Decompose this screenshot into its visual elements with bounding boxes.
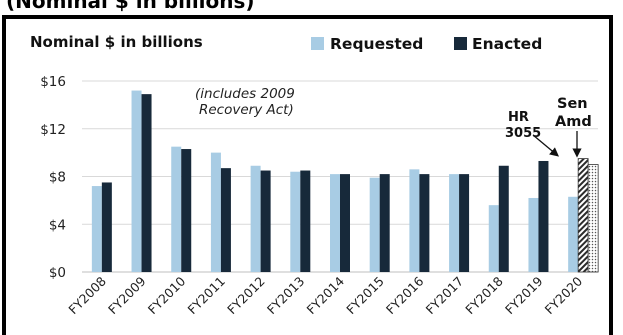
- y-tick-label: $12: [40, 122, 66, 138]
- bar-requested: [290, 171, 301, 272]
- x-tick-label: FY2011: [184, 274, 228, 318]
- sen-amd-label-line1: Sen: [557, 96, 588, 112]
- legend-label-enacted: Enacted: [472, 35, 542, 53]
- bar-enacted: [538, 160, 549, 272]
- recovery-note-line2: Recovery Act): [199, 102, 294, 118]
- header-partial-label: (Nominal $ in billions): [6, 0, 255, 13]
- x-tick-label: FY2019: [502, 273, 546, 317]
- x-tick-label: FY2020: [542, 273, 586, 317]
- bar-enacted: [101, 182, 112, 272]
- recovery-act-note: (includes 2009 Recovery Act): [195, 86, 295, 118]
- bar-enacted: [340, 174, 350, 272]
- bar-requested: [369, 177, 380, 272]
- hr3055-arrow: [532, 134, 559, 157]
- hr3055-label-line1: HR: [508, 110, 529, 125]
- bar-requested: [210, 152, 221, 272]
- hr3055-annotation: HR 3055: [505, 110, 559, 157]
- x-tick-label: FY2013: [264, 274, 308, 318]
- bar-requested: [171, 146, 182, 272]
- bar-enacted: [300, 170, 311, 272]
- bar-requested: [488, 205, 499, 272]
- x-tick-label: FY2018: [462, 273, 506, 317]
- bar-enacted: [181, 149, 192, 272]
- bar-enacted: [498, 165, 509, 272]
- bar-enacted: [260, 170, 271, 272]
- x-axis-labels: FY2008FY2009FY2010FY2011FY2012FY2013FY20…: [65, 273, 585, 317]
- legend: Requested Enacted: [311, 35, 542, 53]
- bar-requested: [449, 174, 460, 272]
- legend-label-requested: Requested: [330, 35, 423, 53]
- sen-amd-annotation: Sen Amd: [555, 96, 592, 158]
- y-axis-ticks: $0 $4 $8 $12 $16: [40, 74, 66, 281]
- bar-enacted: [379, 174, 390, 272]
- x-tick-label: FY2009: [105, 273, 149, 317]
- bar-requested: [330, 174, 340, 272]
- bars: [91, 90, 599, 273]
- bar-hr3055: [577, 158, 589, 273]
- bar-requested: [250, 165, 261, 272]
- bar-requested: [528, 197, 539, 272]
- bar-enacted: [220, 168, 231, 272]
- bar-requested: [409, 169, 420, 272]
- y-tick-label: $16: [40, 74, 66, 90]
- x-tick-label: FY2015: [343, 274, 387, 318]
- bar-enacted: [141, 94, 152, 272]
- legend-swatch-enacted: [454, 37, 467, 50]
- recovery-note-line1: (includes 2009: [195, 86, 295, 102]
- y-tick-label: $0: [49, 265, 66, 281]
- bar-enacted: [459, 174, 470, 272]
- legend-swatch-requested: [311, 37, 324, 50]
- header-partial-text: (Nominal $ in billions): [0, 0, 623, 14]
- y-axis-label: Nominal $ in billions: [30, 33, 203, 51]
- bar-requested: [91, 186, 102, 272]
- x-tick-label: FY2016: [383, 273, 427, 317]
- bar-requested: [568, 196, 579, 272]
- x-tick-label: FY2010: [145, 273, 189, 317]
- x-tick-label: FY2012: [224, 274, 268, 318]
- sen-amd-label-line2: Amd: [555, 114, 592, 130]
- y-tick-label: $8: [49, 170, 66, 186]
- hr3055-label-line2: 3055: [505, 126, 541, 141]
- x-tick-label: FY2008: [65, 273, 109, 317]
- y-tick-label: $4: [49, 217, 66, 233]
- bar-requested: [131, 90, 142, 272]
- x-tick-label: FY2014: [304, 273, 348, 317]
- bar-enacted: [419, 174, 430, 272]
- bar-sen-amd: [587, 164, 599, 273]
- x-tick-label: FY2017: [423, 274, 467, 318]
